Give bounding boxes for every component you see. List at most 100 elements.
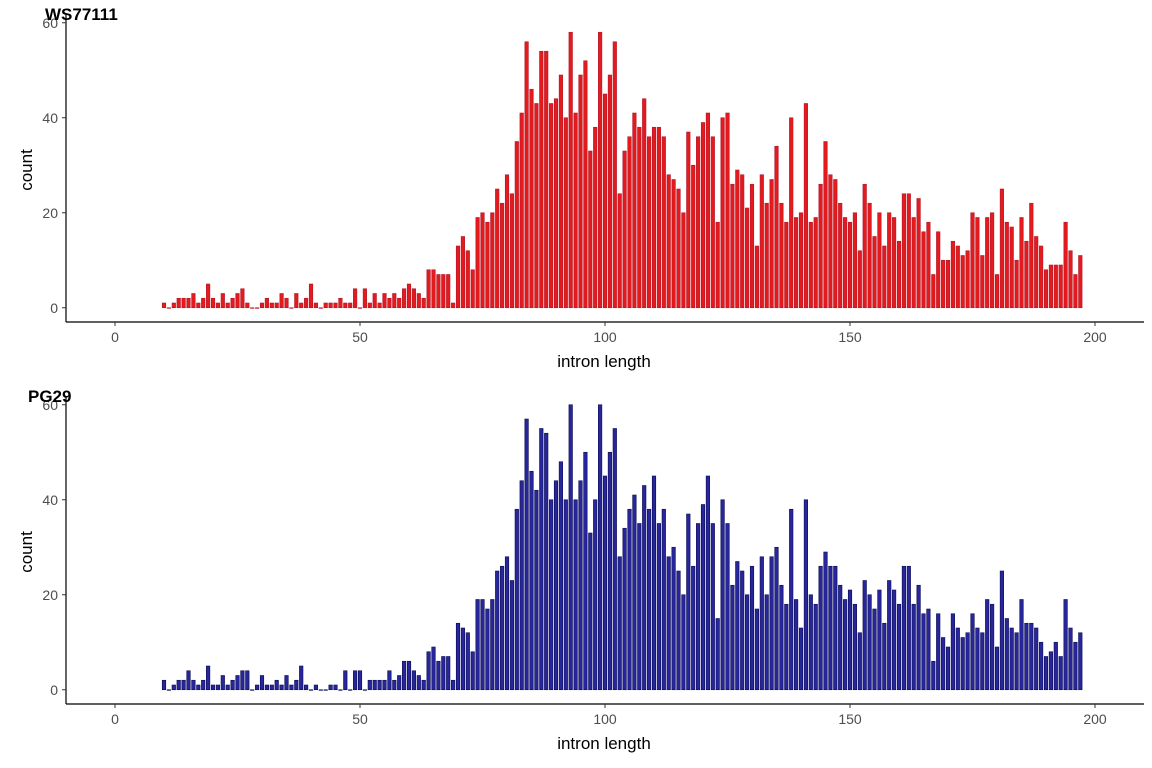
bar [975,627,980,691]
bar [965,632,970,691]
bar [504,174,510,309]
bar [970,613,975,691]
bar [666,174,671,309]
bar [632,112,637,309]
bar [632,494,637,691]
bar [896,240,902,309]
bar [382,293,387,309]
bar [661,508,666,691]
bar [656,126,661,309]
bar [289,684,294,691]
bar [357,307,363,309]
x-tick-label: 100 [593,711,617,727]
bar [230,679,235,691]
bar [446,656,451,691]
bar [1029,622,1034,691]
bar [607,74,612,309]
bar [313,302,318,309]
bar [612,41,617,309]
y-tick-label: 60 [42,15,58,31]
x-axis-title: intron length [557,734,651,753]
bar [622,527,627,691]
bar [681,212,686,309]
bar [1004,618,1009,691]
bar [264,297,269,309]
bar [372,679,377,691]
bar [308,689,314,691]
bar [588,150,593,309]
bar [544,50,549,309]
x-tick-label: 50 [352,329,368,345]
bar [255,684,260,691]
bar [686,513,691,691]
x-tick-label: 200 [1083,711,1107,727]
bar [1019,599,1024,691]
bar [367,679,372,691]
bar [186,670,191,691]
bar [745,207,750,309]
bar [686,131,691,309]
bar [171,302,176,309]
bar [651,475,657,691]
bar [936,231,941,309]
bar [519,112,524,309]
bar [593,499,598,691]
bar [700,122,706,309]
bar [882,622,887,691]
bar [235,675,240,691]
bar [460,236,465,309]
bar [666,556,671,691]
bar [769,179,774,309]
bar [602,475,608,691]
bar [833,179,838,309]
bar [524,418,529,691]
bar [308,283,314,309]
bar [852,212,857,309]
bar [480,212,485,309]
x-tick-label: 0 [111,711,119,727]
bar [431,646,436,691]
bar [544,432,549,691]
bar [225,302,230,309]
bar [426,651,431,691]
bar [1068,250,1073,309]
bar [990,212,995,309]
bar [304,297,309,309]
bar [485,221,490,309]
bar [348,689,353,691]
y-tick-label: 0 [50,682,58,698]
bar [524,41,529,309]
bar [798,627,804,691]
bar [696,136,701,309]
panel-pg29: 0 20 40 60 0 50 100 150 200 intron length count PG2… [17,387,1144,753]
bar [1009,627,1014,691]
bar [367,302,372,309]
bar [931,660,936,691]
bar [465,250,470,309]
bar [647,508,652,691]
bar [906,565,911,691]
bar [789,117,794,309]
bar [647,136,652,309]
panel-title: PG29 [28,387,71,406]
bar [509,580,514,691]
bar [1029,202,1034,309]
bar [612,428,617,691]
bar [372,293,377,309]
bar [955,627,960,691]
bar [1053,264,1058,309]
bar [284,675,289,691]
y-tick-label: 20 [42,587,58,603]
bar [798,212,804,309]
bar [294,679,299,691]
bar [426,269,431,309]
bar [1019,217,1024,309]
bar [436,274,441,309]
bar [828,565,833,691]
bar [857,632,862,691]
bar [529,88,534,309]
bar [514,141,519,309]
bar [926,221,931,309]
bar [490,212,495,309]
bar [794,217,799,309]
